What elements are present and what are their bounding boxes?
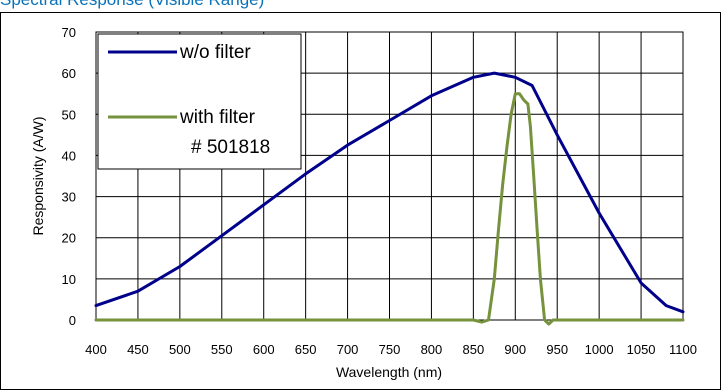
section-heading: Spectral Response (Visible Range) — [0, 0, 264, 10]
x-tick-label: 850 — [463, 342, 485, 357]
x-tick-label: 700 — [337, 342, 359, 357]
y-tick-label: 30 — [62, 190, 76, 205]
series-line-2 — [94, 92, 685, 326]
x-tick-label: 550 — [211, 342, 233, 357]
x-tick-label: 800 — [421, 342, 443, 357]
x-tick-label: 650 — [295, 342, 317, 357]
x-tick-label: 450 — [127, 342, 149, 357]
y-axis-tick-labels: 0 10 20 30 40 50 60 70 — [62, 25, 76, 328]
legend-box — [97, 33, 302, 170]
legend: w/o filter with filter # 501818 — [97, 33, 302, 170]
x-axis-tick-labels: 400 450 500 550 600 650 700 750 800 850 900 950 1000… — [85, 342, 697, 357]
x-tick-label: 500 — [169, 342, 191, 357]
y-tick-label: 10 — [62, 272, 76, 287]
y-tick-label: 70 — [62, 25, 76, 40]
x-tick-label: 900 — [504, 342, 526, 357]
chart-frame — [0, 12, 721, 390]
x-tick-label: 1050 — [627, 342, 656, 357]
legend-label-series-1: w/o filter — [179, 42, 251, 63]
legend-label-series-2: with filter — [179, 107, 256, 128]
data-series — [94, 71, 685, 326]
x-tick-label: 1100 — [669, 342, 697, 357]
y-tick-label: 0 — [69, 313, 76, 328]
legend-label-series-2-line-2: # 501818 — [191, 137, 270, 158]
y-tick-label: 50 — [62, 107, 76, 122]
x-tick-label: 950 — [546, 342, 568, 357]
x-axis-label: Wavelength (nm) — [336, 364, 442, 380]
y-tick-label: 40 — [62, 148, 76, 163]
y-tick-label: 60 — [62, 66, 76, 81]
x-tick-label: 400 — [85, 342, 107, 357]
y-tick-label: 20 — [62, 231, 76, 246]
x-tick-label: 1000 — [585, 342, 614, 357]
y-axis-label: Responsivity (A/W) — [30, 116, 46, 235]
series-line-1 — [94, 71, 685, 314]
x-tick-label: 600 — [253, 342, 275, 357]
x-tick-label: 750 — [379, 342, 401, 357]
